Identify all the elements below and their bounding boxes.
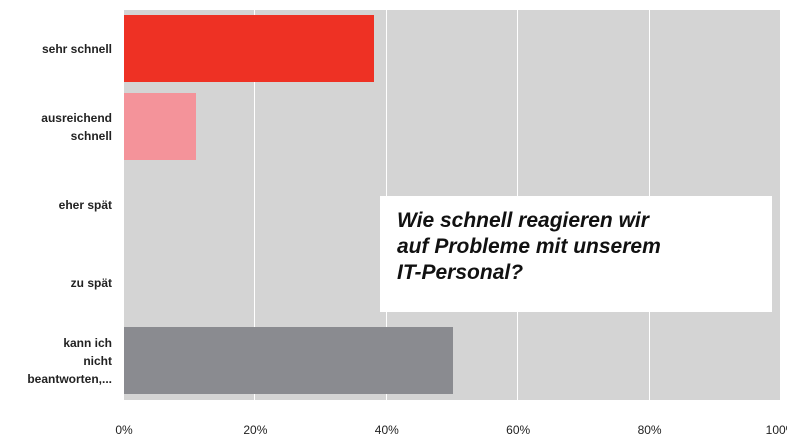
x-tick-label: 80%: [637, 423, 662, 437]
category-label: ausreichend schnell: [41, 111, 112, 143]
category-label: zu spät: [70, 276, 112, 290]
category-label: eher spät: [58, 198, 112, 212]
x-tick-label: 40%: [374, 423, 399, 437]
bar: [124, 327, 453, 394]
x-tick-label: 100%: [765, 423, 787, 437]
grid-line: [780, 10, 781, 400]
bar: [124, 15, 374, 82]
title-box: Wie schnell reagieren wir auf Probleme m…: [380, 196, 772, 312]
category-label: sehr schnell: [41, 42, 112, 56]
bar: [124, 93, 197, 160]
x-tick-label: 0%: [115, 423, 133, 437]
x-tick-label: 20%: [243, 423, 268, 437]
x-tick-label: 60%: [506, 423, 531, 437]
grid-line: [254, 10, 256, 400]
grid-line: [123, 10, 124, 400]
category-label: kann ich nicht beantworten,...: [27, 336, 112, 386]
chart-title: Wie schnell reagieren wir auf Probleme m…: [397, 209, 661, 284]
